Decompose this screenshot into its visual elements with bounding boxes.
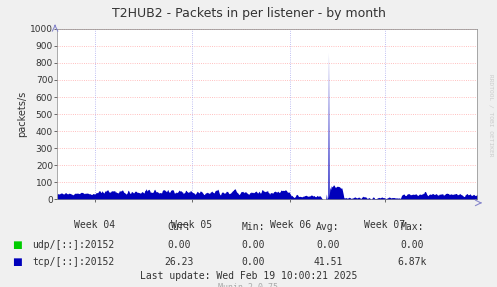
- Text: Min:: Min:: [242, 222, 265, 232]
- Y-axis label: packets/s: packets/s: [17, 91, 27, 137]
- Text: Munin 2.0.75: Munin 2.0.75: [219, 283, 278, 287]
- Text: Last update: Wed Feb 19 10:00:21 2025: Last update: Wed Feb 19 10:00:21 2025: [140, 271, 357, 281]
- Text: ■: ■: [12, 257, 22, 267]
- Text: 41.51: 41.51: [313, 257, 343, 267]
- Text: Cur:: Cur:: [167, 222, 191, 232]
- Text: 0.00: 0.00: [401, 240, 424, 250]
- Text: Week 07: Week 07: [364, 220, 405, 230]
- Text: Week 04: Week 04: [75, 220, 115, 230]
- Text: T2HUB2 - Packets in per listener - by month: T2HUB2 - Packets in per listener - by mo…: [111, 7, 386, 20]
- Text: 26.23: 26.23: [164, 257, 194, 267]
- Text: Week 05: Week 05: [171, 220, 212, 230]
- Text: Avg:: Avg:: [316, 222, 340, 232]
- Text: Week 06: Week 06: [270, 220, 311, 230]
- Text: 0.00: 0.00: [242, 240, 265, 250]
- Text: 0.00: 0.00: [167, 240, 191, 250]
- Text: udp/[::]:20152: udp/[::]:20152: [32, 240, 114, 250]
- Text: 6.87k: 6.87k: [398, 257, 427, 267]
- Text: RRDTOOL / TOBI OETIKER: RRDTOOL / TOBI OETIKER: [488, 73, 493, 156]
- Text: 0.00: 0.00: [242, 257, 265, 267]
- Text: 0.00: 0.00: [316, 240, 340, 250]
- Text: Max:: Max:: [401, 222, 424, 232]
- Text: ■: ■: [12, 240, 22, 250]
- Text: tcp/[::]:20152: tcp/[::]:20152: [32, 257, 114, 267]
